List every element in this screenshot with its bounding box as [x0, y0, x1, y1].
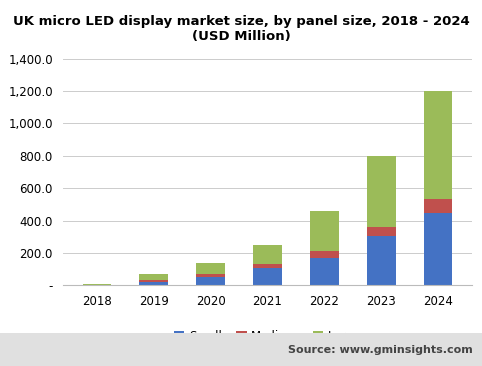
Bar — [367, 236, 396, 285]
Bar — [82, 284, 111, 285]
Bar — [196, 277, 225, 285]
Bar — [196, 274, 225, 277]
Bar — [367, 227, 396, 236]
Bar — [139, 274, 168, 280]
Bar — [310, 211, 339, 251]
Bar — [310, 251, 339, 258]
Bar — [424, 91, 453, 199]
Bar — [367, 156, 396, 227]
Bar — [139, 282, 168, 285]
Text: Source: www.gminsights.com: Source: www.gminsights.com — [288, 344, 472, 355]
Bar — [253, 268, 282, 285]
Bar — [253, 264, 282, 268]
Bar — [424, 213, 453, 285]
Bar — [139, 280, 168, 282]
Bar — [196, 263, 225, 274]
Legend: Small, Medium, Large: Small, Medium, Large — [169, 325, 366, 348]
Bar — [253, 245, 282, 264]
Bar — [424, 199, 453, 213]
Text: UK micro LED display market size, by panel size, 2018 - 2024
(USD Million): UK micro LED display market size, by pan… — [13, 15, 469, 43]
Bar — [310, 258, 339, 285]
